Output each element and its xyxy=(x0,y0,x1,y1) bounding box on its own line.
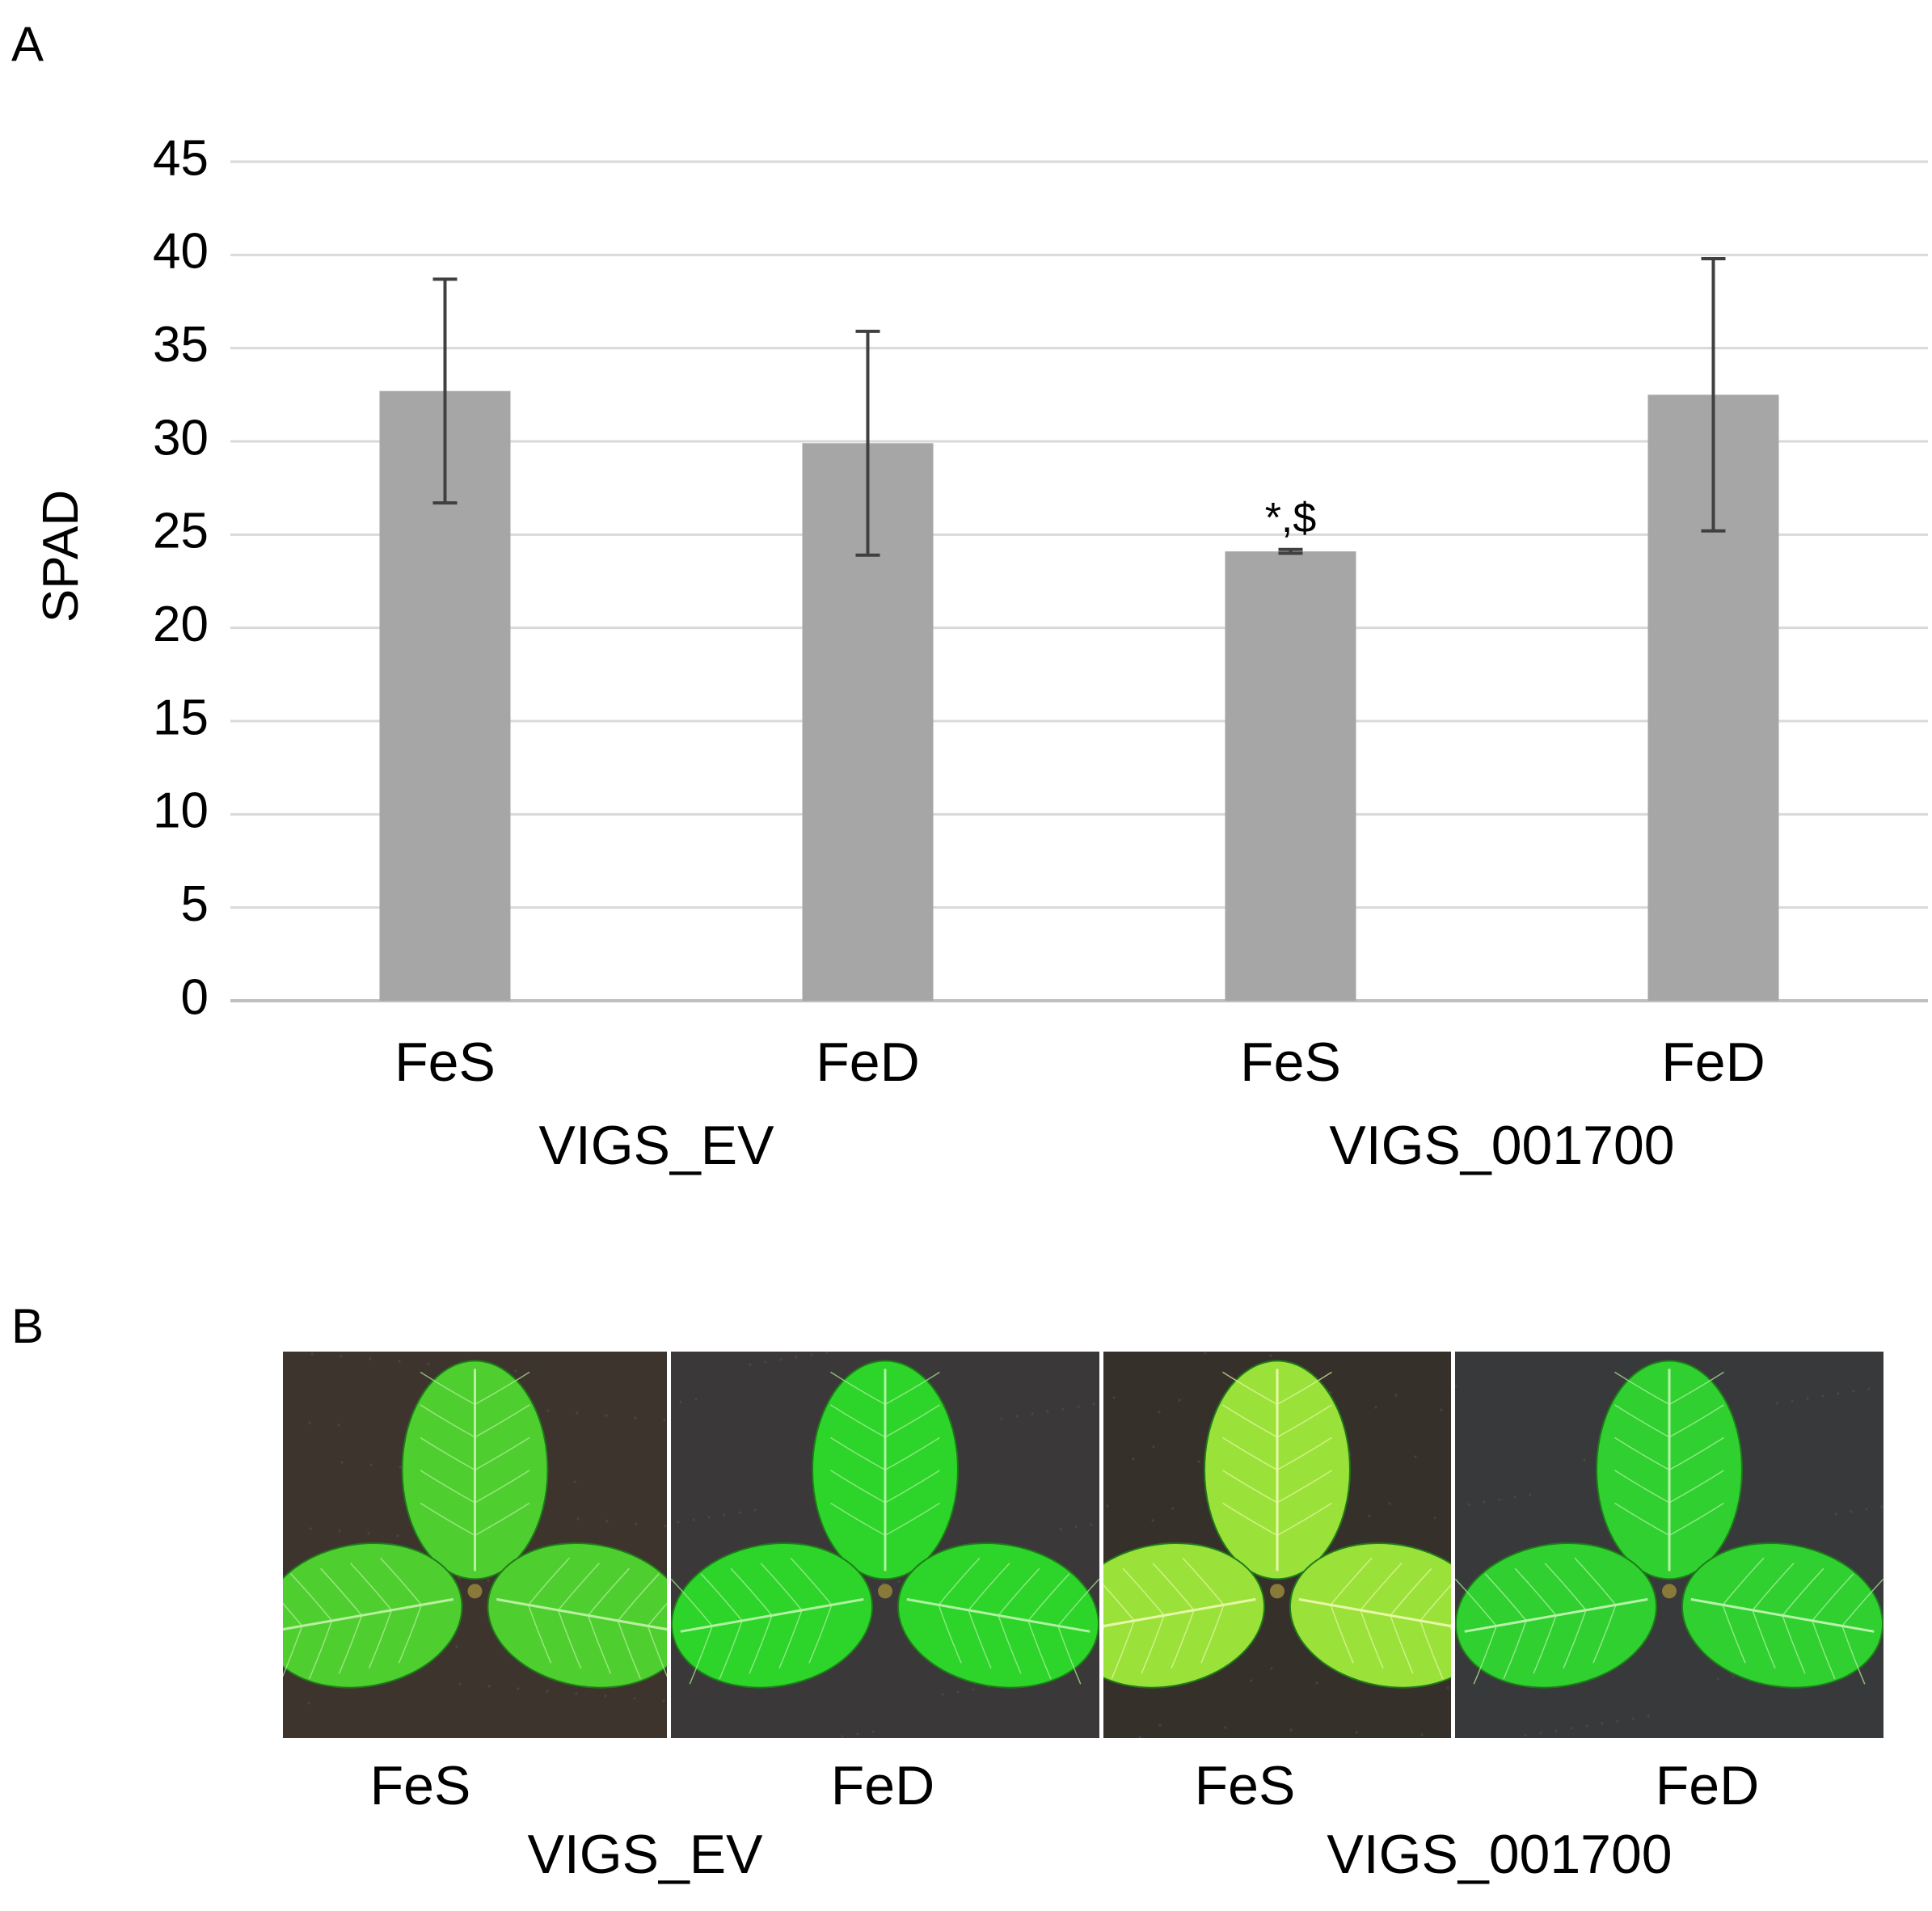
trifoliate-leaf-illustration xyxy=(1103,1352,1451,1738)
bar xyxy=(1225,551,1356,1001)
panel-a-letter: A xyxy=(11,17,44,71)
photo-vigs-ev-fes xyxy=(283,1352,667,1738)
y-tick-label: 30 xyxy=(153,410,209,466)
x-category-label: FeS xyxy=(1240,1031,1341,1093)
leaf-photo-strip xyxy=(283,1352,1888,1738)
photo-vigs-ev-fed xyxy=(671,1352,1099,1738)
x-group-label: VIGS_001700 xyxy=(1329,1115,1674,1176)
y-tick-label: 25 xyxy=(153,504,209,559)
y-tick-label: 10 xyxy=(153,783,209,839)
photo-group-vigs-ev: VIGS_EV xyxy=(527,1824,763,1885)
x-category-label: FeD xyxy=(1661,1031,1765,1093)
photo-label-vigs-ev-fed: FeD xyxy=(830,1755,935,1816)
y-axis-label: SPAD xyxy=(33,490,89,622)
y-tick-label: 40 xyxy=(153,224,209,280)
x-category-label: FeD xyxy=(816,1031,919,1093)
y-tick-label: 5 xyxy=(181,876,209,932)
x-group-label: VIGS_EV xyxy=(538,1115,774,1176)
panel-b-letter: B xyxy=(11,1299,44,1353)
photo-label-vigs-001700-fed: FeD xyxy=(1655,1755,1760,1816)
y-tick-label: 45 xyxy=(153,130,209,186)
trifoliate-leaf-illustration xyxy=(671,1352,1099,1738)
trifoliate-leaf-illustration xyxy=(1455,1352,1883,1738)
x-category-label: FeS xyxy=(394,1031,496,1093)
trifoliate-leaf-illustration xyxy=(283,1352,667,1738)
photo-vigs-001700-fes xyxy=(1103,1352,1451,1738)
y-tick-label: 20 xyxy=(153,597,209,652)
y-tick-label: 0 xyxy=(181,969,209,1025)
photo-group-vigs-001700: VIGS_001700 xyxy=(1327,1824,1673,1885)
photo-label-vigs-ev-fes: FeS xyxy=(369,1755,471,1816)
y-tick-label: 15 xyxy=(153,690,209,745)
y-tick-label: 35 xyxy=(153,317,209,373)
photo-label-vigs-001700-fes: FeS xyxy=(1194,1755,1296,1816)
photo-vigs-001700-fed xyxy=(1455,1352,1883,1738)
significance-label: *,$ xyxy=(1265,495,1317,542)
spad-bar-chart: 0 5 10 15 20 25 30 35 40 45 SPAD FeS FeD *,$ FeS FeD VIG… xyxy=(33,130,1928,1176)
